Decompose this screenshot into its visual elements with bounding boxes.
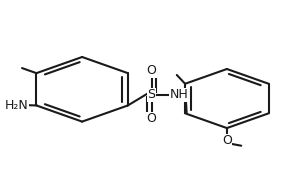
Text: S: S — [148, 88, 155, 101]
Text: O: O — [147, 112, 156, 125]
Text: H₂N: H₂N — [5, 99, 29, 112]
Text: O: O — [147, 64, 156, 77]
Text: O: O — [222, 134, 232, 147]
Text: NH: NH — [169, 88, 188, 101]
